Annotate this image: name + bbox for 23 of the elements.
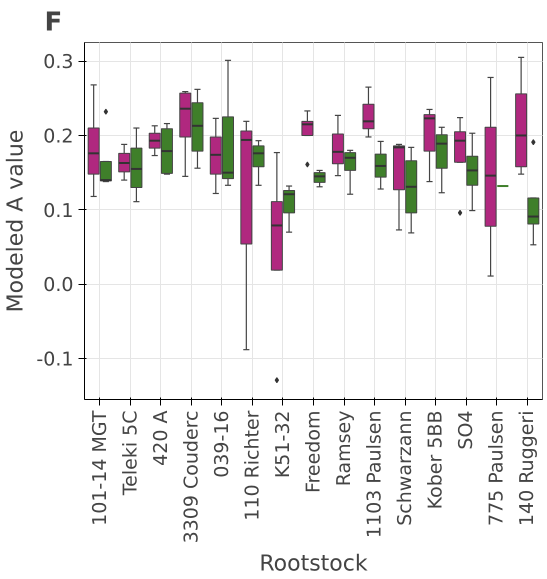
y-tick-label: 0.2 — [43, 125, 74, 148]
y-axis-title: Modeled A value — [3, 130, 28, 312]
x-tick-label: 775 Paulsen — [486, 410, 508, 526]
x-tick-label: K51-32 — [272, 410, 294, 478]
x-tick-label: Ramsey — [333, 410, 356, 486]
y-tick-label: 0.0 — [43, 274, 74, 296]
x-tick-label: Teleki 5C — [119, 410, 142, 496]
x-tick-label: 039-16 — [210, 410, 233, 478]
x-tick-label: 1103 Paulsen — [364, 410, 386, 538]
x-tick-label: Kober 5BB — [424, 410, 447, 510]
x-tick-label: 110 Richter — [241, 410, 264, 521]
x-tick-label: Freedom — [302, 410, 324, 494]
y-tick-label: 0.3 — [43, 51, 74, 74]
x-tick-label: SO4 — [455, 410, 478, 450]
x-tick-label: 140 Ruggeri — [516, 410, 538, 526]
x-axis-title: Rootstock — [259, 551, 368, 576]
y-tick-label: 0.1 — [43, 200, 74, 222]
x-tick-label: Schwarzann — [394, 410, 416, 526]
x-tick-label: 420 A — [150, 410, 172, 466]
x-tick-label: 101-14 MGT — [88, 410, 111, 526]
y-tick-label: -0.1 — [36, 348, 74, 371]
x-tick-label: 3309 Couderc — [180, 410, 202, 544]
chart-title: F — [44, 8, 62, 38]
